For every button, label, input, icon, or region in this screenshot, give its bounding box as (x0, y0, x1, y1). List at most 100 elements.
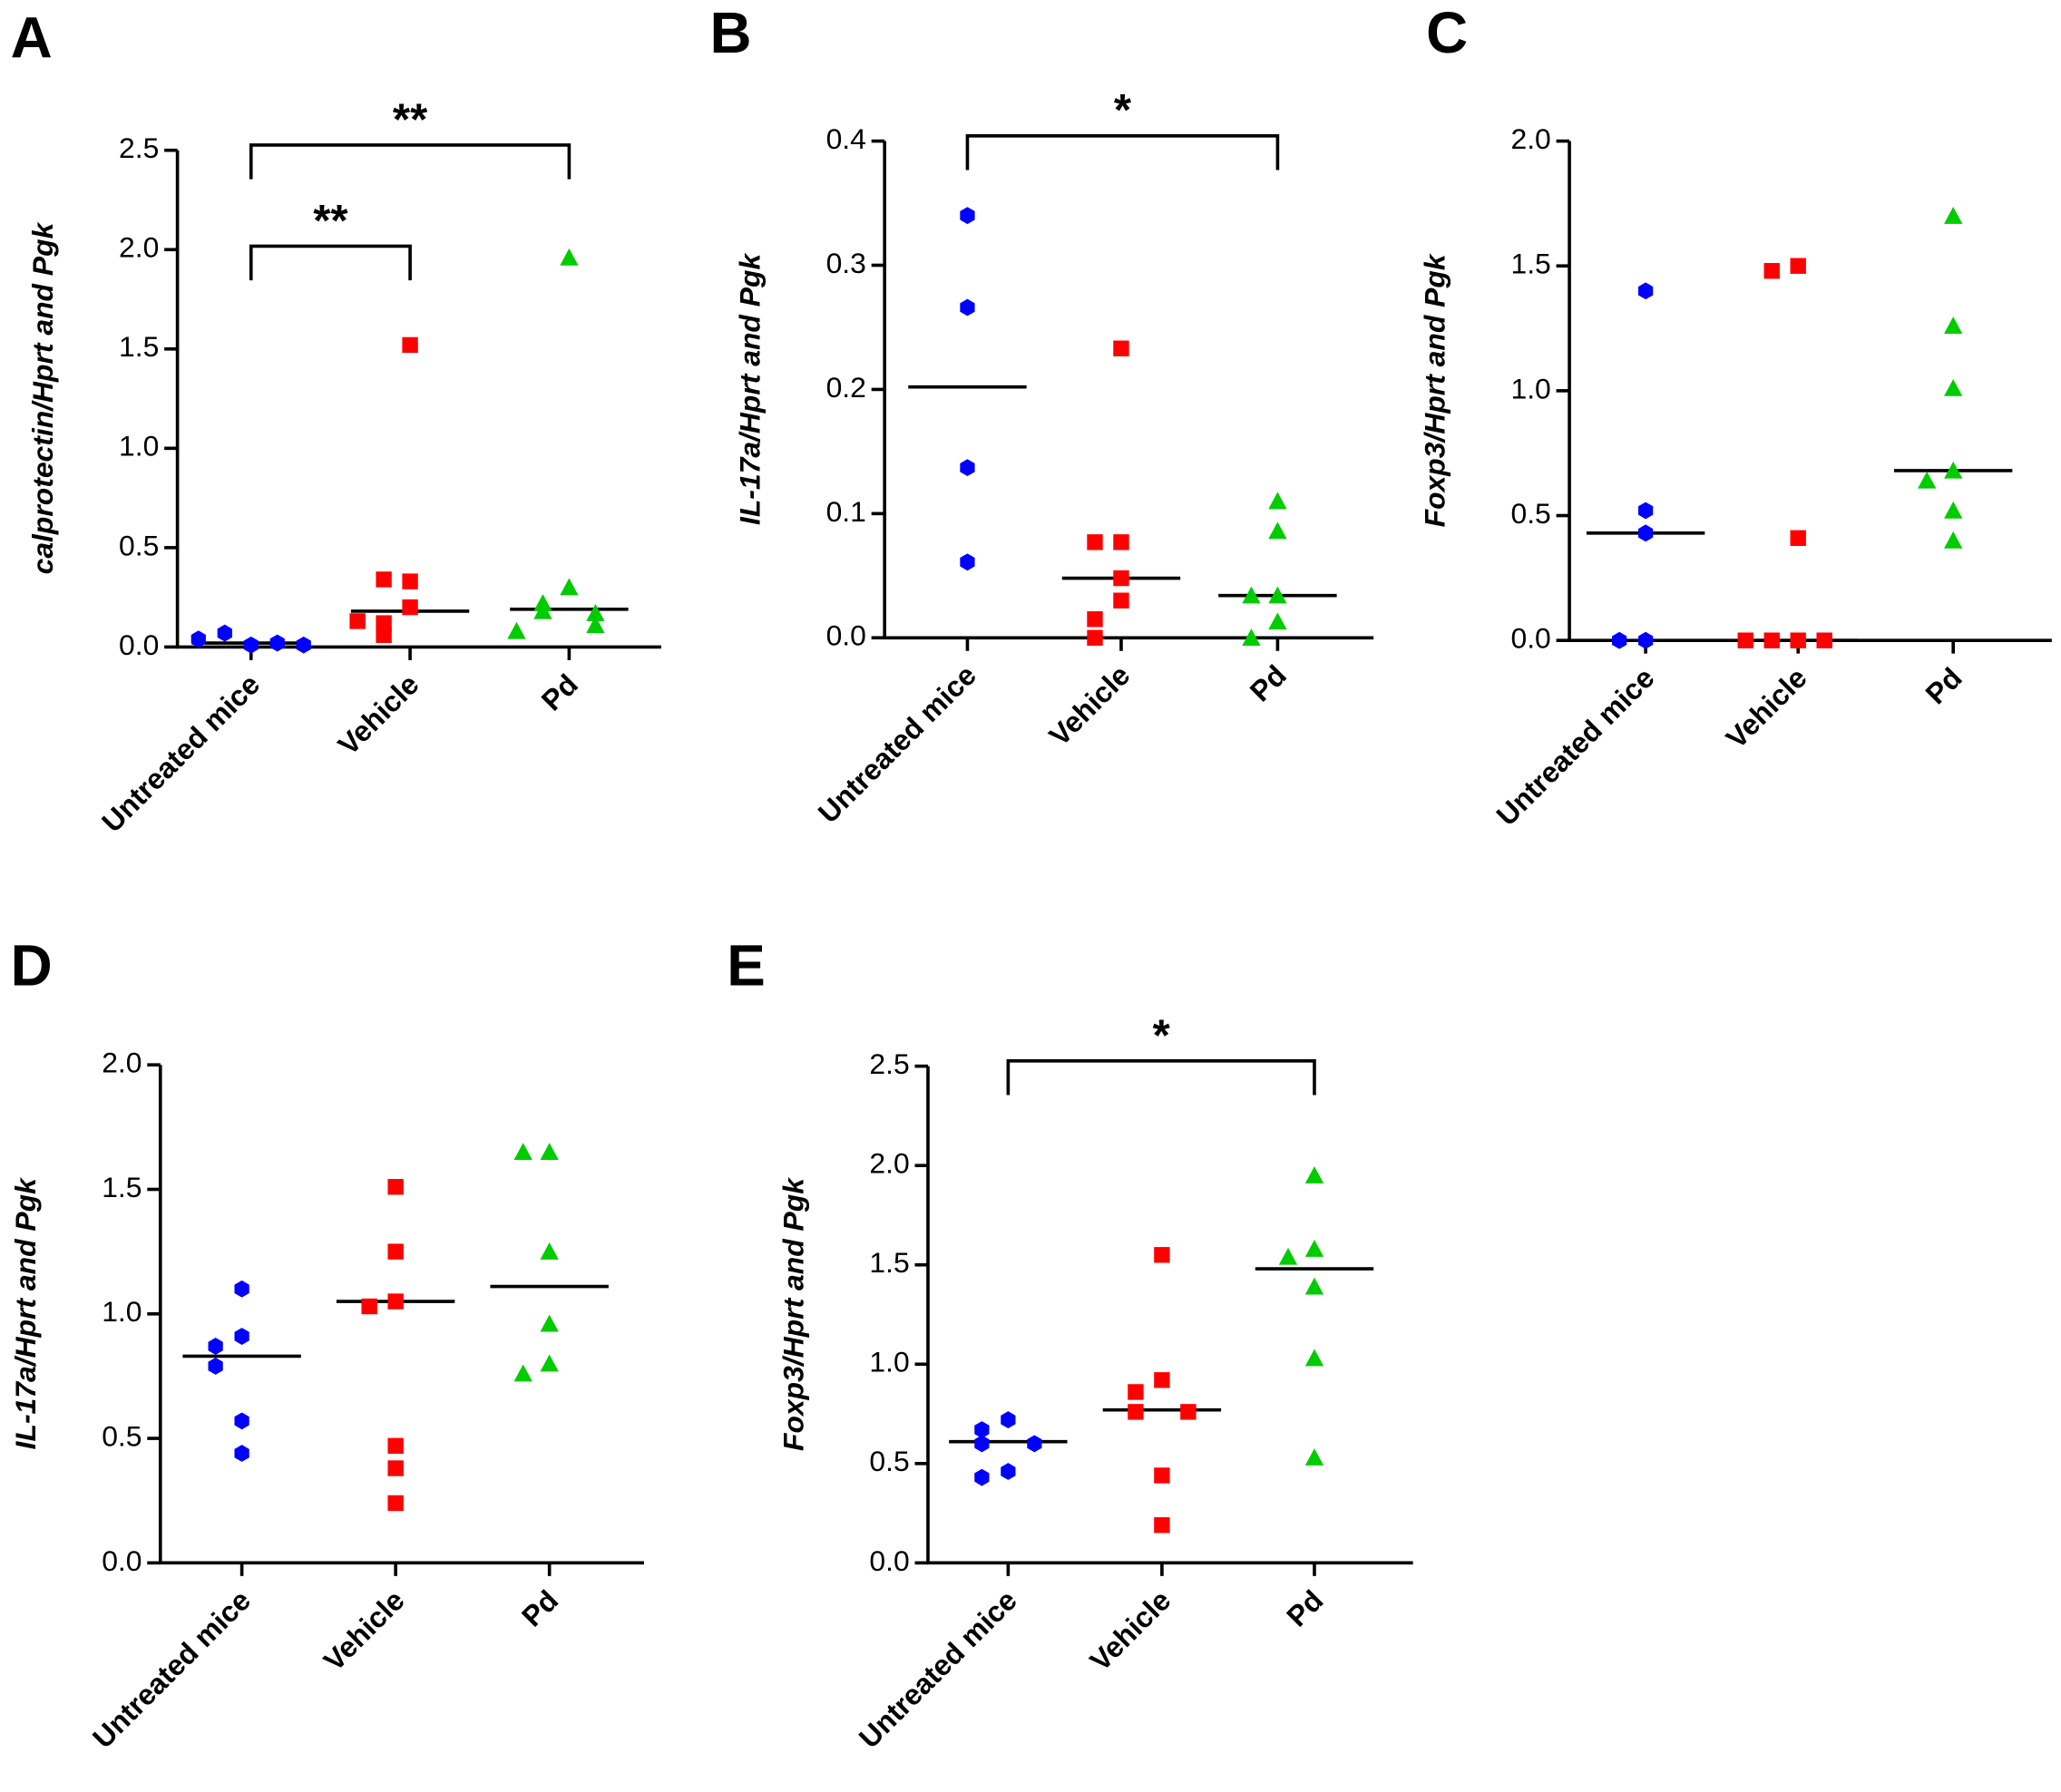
data-point (974, 1421, 990, 1438)
data-point (507, 621, 526, 639)
data-point (1154, 1517, 1170, 1534)
y-tick-label: 0.5 (119, 529, 159, 561)
data-point (1638, 282, 1654, 300)
data-point (1612, 631, 1627, 649)
y-tick-label: 1.0 (102, 1295, 142, 1328)
data-point (1001, 1463, 1016, 1480)
data-point (208, 1358, 223, 1375)
panel-letter: E (727, 933, 766, 998)
y-tick-label: 0.0 (869, 1544, 909, 1577)
data-point (1638, 631, 1654, 649)
data-point (560, 578, 579, 596)
data-point (1278, 1247, 1298, 1265)
data-point (387, 1243, 404, 1260)
data-point (540, 1143, 559, 1160)
y-tick-label: 0.1 (826, 495, 866, 528)
x-tick-label: Vehicle (1042, 658, 1136, 752)
significance-bracket (249, 143, 571, 180)
y-tick-label: 1.5 (119, 330, 159, 363)
data-point (190, 630, 206, 648)
panel-d: D IL-17a/Hprt and Pgk 0.0 0.5 1.0 1.5 2.0 Untre… (9, 933, 644, 1755)
data-point (960, 459, 975, 477)
y-tick-label: 1.0 (1510, 372, 1550, 404)
significance-bracket (249, 244, 412, 281)
x-tick-label: Untreated mice (1490, 661, 1660, 832)
data-point (234, 1328, 249, 1345)
y-tick-label: 2.0 (119, 231, 159, 264)
data-point (1763, 263, 1780, 279)
significance-label: * (1153, 1010, 1171, 1060)
data-point (361, 1298, 377, 1315)
y-tick-label: 1.5 (1510, 248, 1550, 280)
data-point (217, 624, 232, 642)
data-point (1944, 317, 1963, 334)
y-axis-label: calprotectin/Hprt and Pgk (26, 220, 59, 574)
data-point (1128, 1404, 1144, 1420)
y-tick-label: 0.0 (1510, 622, 1550, 655)
data-point (513, 1364, 532, 1382)
y-tick-label: 0.4 (826, 122, 866, 155)
data-point (402, 336, 418, 354)
data-point (1304, 1240, 1324, 1257)
data-point (1268, 492, 1287, 510)
x-tick-label: Vehicle (317, 1583, 411, 1677)
data-point (387, 1437, 404, 1454)
data-point (1944, 378, 1963, 396)
data-point (1944, 531, 1963, 549)
significance-bracket (1006, 1059, 1316, 1096)
data-point (1304, 1448, 1324, 1466)
data-point (1268, 612, 1287, 630)
x-tick-label: Vehicle (332, 667, 425, 761)
x-tick-label: Untreated mice (95, 667, 266, 838)
x-tick-label: Pd (1280, 1583, 1329, 1632)
data-point (960, 553, 975, 571)
y-tick-label: 1.5 (869, 1246, 909, 1279)
x-tick-label: Pd (1244, 658, 1293, 707)
panel-b: B IL-17a/Hprt and Pgk 0.0 0.1 0.2 0.3 0.4 Untre… (709, 0, 1374, 829)
data-point (560, 248, 579, 266)
data-point (974, 1468, 990, 1486)
data-point (1638, 524, 1654, 542)
data-point (540, 1242, 559, 1260)
data-point (1113, 570, 1129, 587)
y-tick-label: 0.5 (102, 1419, 142, 1452)
data-point (387, 1460, 404, 1476)
data-point (376, 627, 392, 643)
y-tick-label: 1.0 (119, 430, 159, 463)
data-point (243, 636, 259, 654)
panel-letter: C (1426, 0, 1468, 65)
significance-label: * (1114, 85, 1132, 135)
data-point (1242, 628, 1261, 646)
data-point (1027, 1435, 1042, 1453)
data-point (234, 1412, 249, 1430)
data-point (1113, 592, 1129, 609)
data-point (1087, 534, 1103, 550)
y-tick-label: 0.0 (826, 619, 866, 652)
data-point (960, 207, 975, 225)
data-point (1154, 1247, 1170, 1263)
significance-bracket (965, 133, 1280, 170)
data-point (1087, 611, 1103, 628)
y-tick-label: 2.0 (869, 1147, 909, 1180)
data-point (349, 613, 366, 629)
y-tick-label: 0.0 (102, 1544, 142, 1577)
data-point (387, 1495, 404, 1512)
data-point (1128, 1384, 1144, 1400)
data-point (1154, 1467, 1170, 1484)
data-point (1242, 586, 1261, 604)
data-point (269, 634, 285, 652)
data-point (1001, 1411, 1016, 1428)
data-point (1268, 521, 1287, 540)
data-point (387, 1179, 404, 1195)
panel-c: C Foxp3/Hprt and Pgk 0.0 0.5 1.0 1.5 2.0 Untrea… (1418, 0, 2052, 832)
data-point (1944, 501, 1963, 519)
data-point (234, 1445, 249, 1462)
data-point (1737, 632, 1753, 648)
data-point (296, 636, 311, 654)
data-point (586, 616, 605, 634)
data-point (1790, 258, 1806, 274)
data-point (974, 1435, 990, 1453)
